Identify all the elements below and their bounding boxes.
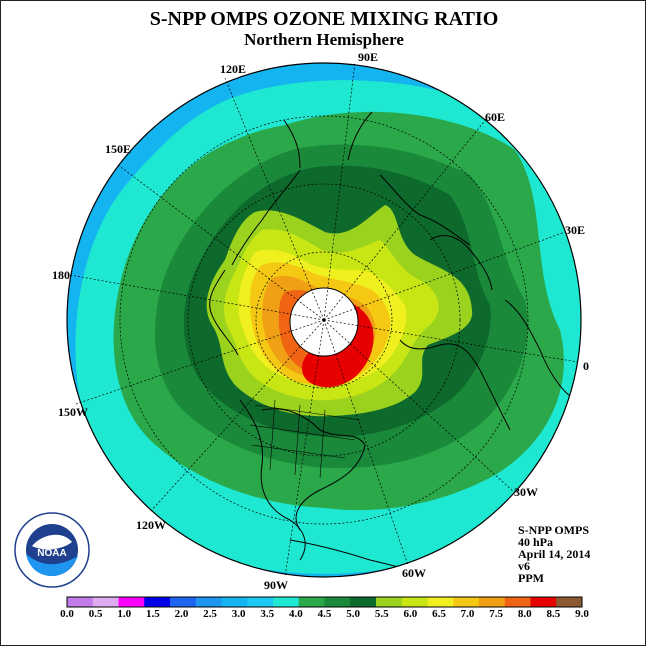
lon-label-150e: 150E (105, 142, 132, 156)
graticule (119, 115, 529, 525)
lon-label-90w: 90W (264, 578, 288, 592)
colorbar-tick-label: 6.5 (432, 608, 446, 620)
colorbar-tick-label: 3.5 (260, 608, 275, 620)
colorbar-outline (66, 596, 583, 608)
colorbar-swatch (144, 597, 171, 607)
colorbar-tick-label: 9.0 (575, 608, 589, 620)
colorbar-tick-label: 6.0 (403, 608, 418, 620)
lon-label-30e: 30E (565, 223, 586, 237)
colorbar-swatch (556, 597, 583, 607)
colorbar-swatch (504, 597, 531, 607)
lon-label-90e: 90E (358, 50, 379, 64)
colorbar-tick-label: 2.0 (174, 608, 189, 620)
colorbar-swatch (170, 597, 197, 607)
colorbar-tick-label: 5.5 (374, 608, 389, 620)
info-date: April 14, 2014 (518, 547, 591, 561)
lon-label-180: 180 (52, 268, 70, 282)
colorbar-swatch (273, 597, 300, 607)
colorbar-swatch (247, 597, 274, 607)
info-instrument: S-NPP OMPS (518, 523, 589, 537)
colorbar-swatch (298, 597, 325, 607)
admin-boundaries (249, 399, 361, 479)
colorbar-swatch (350, 597, 377, 607)
colorbar-swatch (92, 597, 119, 607)
lon-label-150w: 150W (58, 405, 88, 419)
colorbar-tick-label: 2.5 (203, 608, 217, 620)
colorbar-swatch (118, 597, 145, 607)
colorbar-swatch (195, 597, 222, 607)
logo-text: NOAA (37, 548, 66, 559)
meridians (69, 61, 579, 578)
colorbar-tick-label: 0.0 (60, 608, 74, 620)
info-level: 40 hPa (518, 535, 554, 549)
colorbar-tick-label: 3.0 (231, 608, 246, 620)
colorbar-swatch (324, 597, 351, 607)
lon-label-60w: 60W (402, 566, 426, 580)
colorbar-swatch (427, 597, 454, 607)
lon-label-0: 0 (583, 359, 589, 373)
colorbar-swatch (453, 597, 480, 607)
colorbar-tick-label: 1.5 (145, 608, 160, 620)
colorbar-swatch (401, 597, 428, 607)
lon-label-120e: 120E (220, 62, 247, 76)
colorbar-swatch (376, 597, 403, 607)
noaa-logo: NOAA (14, 512, 90, 588)
lon-label-60e: 60E (485, 110, 506, 124)
colorbar-tick-label: 7.5 (489, 608, 504, 620)
colorbar-tick-label: 0.5 (88, 608, 103, 620)
colorbar-tick-label: 5.0 (346, 608, 360, 620)
map-subtitle: Northern Hemisphere (244, 30, 404, 49)
colorbar-tick-label: 4.5 (317, 608, 332, 620)
info-units: PPM (518, 571, 544, 585)
colorbar-tick-label: 8.5 (546, 608, 561, 620)
colorbar-swatch (221, 597, 248, 607)
colorbar-tick-label: 4.0 (289, 608, 303, 620)
info-version: v6 (518, 559, 530, 573)
colorbar-tick-label: 8.0 (517, 608, 532, 620)
lon-label-30w: 30W (514, 485, 538, 499)
colorbar-swatch (67, 597, 94, 607)
colorbar-tick-label: 7.0 (460, 608, 475, 620)
colorbar-tick-label: 1.0 (117, 608, 132, 620)
info-block: S-NPP OMPS 40 hPa April 14, 2014 v6 PPM (518, 524, 590, 584)
colorbar-swatch (530, 597, 557, 607)
colorbar-swatch (479, 597, 506, 607)
map-title: S-NPP OMPS OZONE MIXING RATIO (149, 8, 499, 30)
coastlines (209, 111, 576, 577)
map-boundary (66, 62, 582, 578)
lon-label-120w: 120W (136, 518, 166, 532)
